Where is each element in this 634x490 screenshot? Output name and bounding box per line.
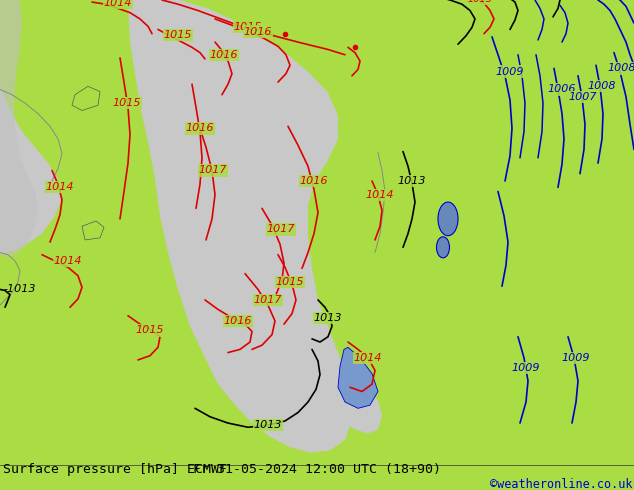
Ellipse shape [438,202,458,236]
Text: Fr 31-05-2024 12:00 UTC (18+90): Fr 31-05-2024 12:00 UTC (18+90) [193,463,441,476]
Polygon shape [82,221,104,240]
Polygon shape [338,347,378,408]
Text: 1016: 1016 [224,316,252,326]
Text: 1007: 1007 [569,92,597,102]
Text: 1017: 1017 [198,166,227,175]
Polygon shape [0,0,38,258]
Text: 1017: 1017 [267,224,295,234]
Text: 1016: 1016 [243,26,272,37]
Text: 1016: 1016 [300,176,328,186]
Text: 1009: 1009 [512,364,540,373]
Text: 1015: 1015 [113,98,141,108]
Polygon shape [72,86,100,111]
Text: 1013: 1013 [398,176,426,186]
Text: 1014: 1014 [46,182,74,192]
Text: -1013: -1013 [3,284,36,294]
Ellipse shape [436,237,450,258]
Text: 1017: 1017 [254,295,282,305]
Text: 1014: 1014 [54,256,82,266]
Text: 1013: 1013 [314,313,342,323]
Text: 1014: 1014 [366,190,394,200]
Polygon shape [128,0,352,453]
Text: 1015: 1015 [136,325,164,336]
Polygon shape [330,387,382,434]
Text: 1008: 1008 [608,63,634,74]
Text: 1015: 1015 [164,30,192,40]
Text: 1015: 1015 [276,277,304,287]
Text: 1014: 1014 [354,353,382,363]
Text: ©weatheronline.co.uk: ©weatheronline.co.uk [490,478,633,490]
Polygon shape [0,0,62,255]
Text: 1009: 1009 [562,353,590,363]
Text: Surface pressure [hPa] ECMWF: Surface pressure [hPa] ECMWF [3,463,227,476]
Text: 1008: 1008 [588,81,616,91]
Text: 1014: 1014 [104,0,133,8]
Text: 1016: 1016 [186,123,214,133]
Text: 1016: 1016 [210,49,238,60]
Text: 1015: 1015 [467,0,493,4]
Text: 1013: 1013 [254,420,282,430]
Text: 1006: 1006 [548,84,576,95]
Text: 1015: 1015 [234,23,262,32]
Text: 1009: 1009 [496,67,524,76]
